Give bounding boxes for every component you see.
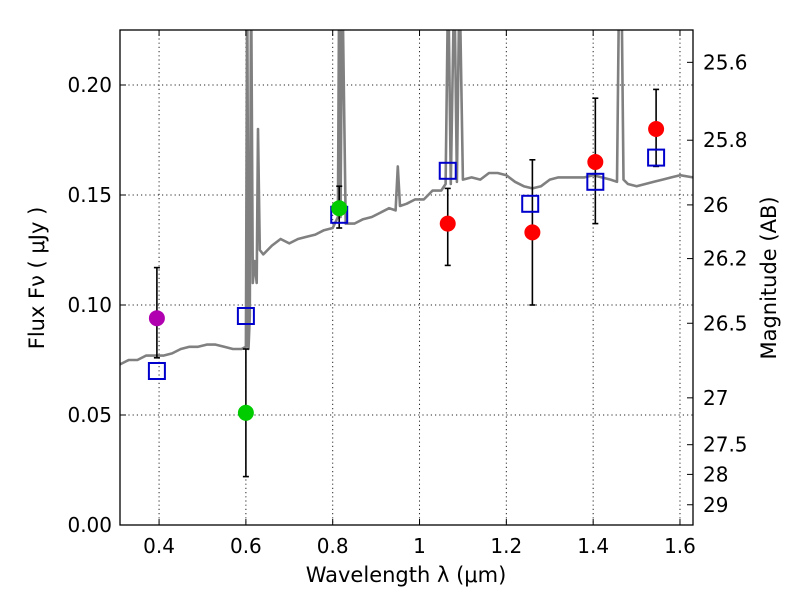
photometry-square: [647, 148, 666, 167]
right-tick-label: 25.8: [703, 128, 748, 152]
x-tick-label: 0.4: [143, 534, 175, 558]
x-tick-label: 1.2: [490, 534, 522, 558]
right-tick-label: 27.5: [703, 433, 748, 457]
x-tick-label: 0.6: [230, 534, 262, 558]
observed-point: [439, 215, 456, 232]
observed-point: [524, 224, 541, 241]
x-tick-label: 1.4: [577, 534, 609, 558]
right-tick-label: 28: [703, 462, 728, 486]
right-axis: 25.6 25.8 26 26.2 26.5 27 27.5 28 29: [687, 50, 748, 517]
right-tick-label: 27: [703, 386, 728, 410]
y-tick-label: 0.20: [67, 73, 112, 97]
right-tick-label: 26: [703, 193, 728, 217]
x-axis-label: Wavelength λ (μm): [306, 563, 507, 587]
x-tick-label: 1: [413, 534, 426, 558]
y-axis-label: Flux Fν ( μJy ): [25, 207, 49, 350]
y-tick-label: 0.15: [67, 183, 112, 207]
plot-background: [120, 30, 693, 525]
observed-point: [331, 200, 348, 217]
observed-point: [148, 310, 165, 327]
x-tick-label: 1.6: [664, 534, 696, 558]
right-tick-label: 25.6: [703, 50, 748, 74]
plot-frame: [119, 29, 694, 526]
x-tick-label: 0.8: [317, 534, 349, 558]
observed-point: [237, 404, 254, 421]
photometry-square: [236, 307, 255, 325]
observed-point: [587, 154, 604, 170]
plot-data: [120, 30, 693, 366]
spectrum-line: [120, 30, 693, 366]
photometry-square: [586, 172, 605, 191]
right-axis-label: Magnitude (AB): [757, 196, 781, 359]
y-axis: 0.00 0.05 0.10 0.15 0.20: [67, 73, 126, 537]
right-tick-label: 26.5: [703, 311, 748, 335]
markers: [147, 121, 666, 421]
photometry-square: [438, 161, 457, 180]
photometry-square: [521, 194, 540, 213]
x-axis: 0.4 0.6 0.8 1 1.2 1.4 1.6: [143, 30, 696, 558]
y-tick-label: 0.00: [67, 513, 112, 537]
y-tick-label: 0.05: [67, 403, 112, 427]
right-tick-label: 26.2: [703, 247, 748, 271]
right-tick-label: 29: [703, 493, 728, 517]
y-tick-label: 0.10: [67, 293, 112, 317]
photometry-square: [147, 362, 166, 380]
observed-point: [648, 121, 665, 137]
